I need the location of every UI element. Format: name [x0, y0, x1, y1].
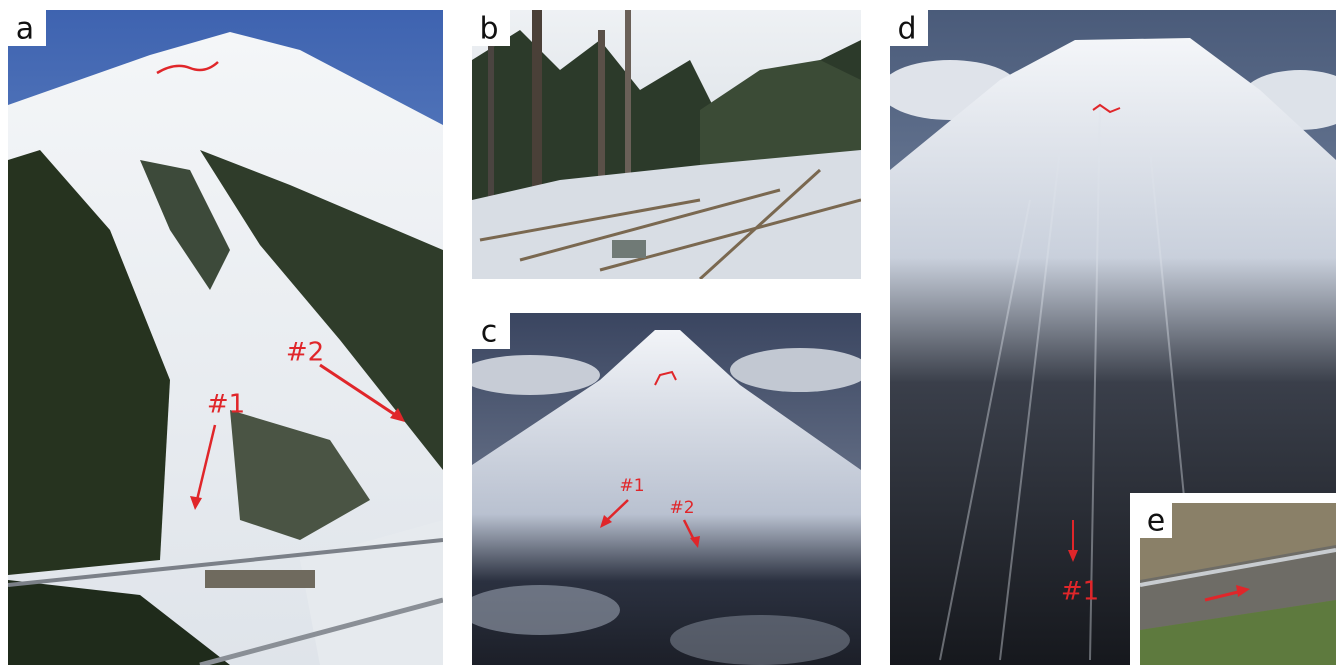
annotation: #2 [669, 498, 694, 518]
annotation: #1 [1061, 577, 1099, 607]
panel-label: d [897, 12, 916, 47]
annotation: #1 [207, 390, 245, 420]
panel-c-photo [472, 313, 861, 665]
panel-label: c [481, 315, 498, 350]
panel-label: b [479, 12, 498, 47]
label-box [472, 313, 510, 349]
panel-label: e [1147, 504, 1165, 539]
annotation: #1 [619, 476, 644, 496]
panel-label: a [16, 12, 34, 47]
panel-b-photo [472, 10, 861, 279]
label-box [890, 10, 928, 46]
label-box [1140, 503, 1172, 538]
annotation: #2 [286, 338, 324, 368]
label-box [8, 10, 46, 46]
panel-a-photo [8, 10, 443, 665]
panel-e-photo [1140, 503, 1336, 665]
label-box [472, 10, 510, 46]
